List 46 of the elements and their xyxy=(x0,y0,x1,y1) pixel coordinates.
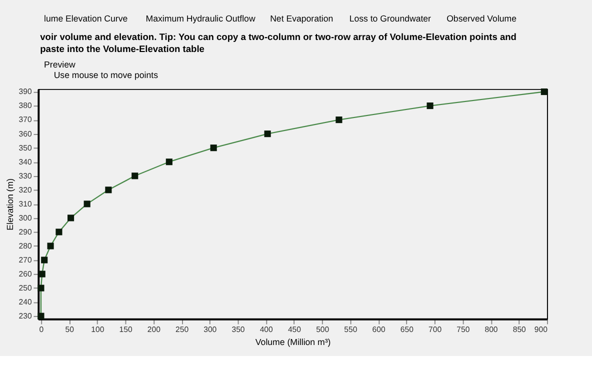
text: lume Elevation Curve xyxy=(44,13,128,24)
x-tick-label: 200 xyxy=(147,325,162,334)
x-tick-label: 650 xyxy=(400,325,414,334)
y-tick-label: 240 xyxy=(18,298,32,307)
text: Loss to Groundwater xyxy=(349,13,432,24)
x-tick-label: 750 xyxy=(456,325,470,334)
x-tick-label: 0 xyxy=(39,325,44,334)
x-tick-label: 100 xyxy=(91,325,105,334)
x-tick-label: 800 xyxy=(484,325,498,334)
x-tick-label: 250 xyxy=(176,325,190,334)
x-tick-label: 850 xyxy=(512,325,527,334)
y-tick-label: 330 xyxy=(18,171,32,180)
y-tick-label: 280 xyxy=(18,241,32,250)
x-tick-label: 350 xyxy=(232,325,246,334)
y-tick-label: 250 xyxy=(18,284,32,293)
x-tick-label: 500 xyxy=(316,325,330,334)
y-tick-label: 320 xyxy=(18,185,32,194)
x-tick-label: 900 xyxy=(534,325,548,334)
x-tick-label: 400 xyxy=(260,325,274,334)
y-tick-label: 260 xyxy=(18,269,32,278)
text: Net Evaporation xyxy=(270,13,334,24)
y-tick-label: 290 xyxy=(18,227,32,236)
x-tick-label: 50 xyxy=(65,325,75,334)
y-tick-label: 380 xyxy=(18,101,32,110)
y-tick-label: 370 xyxy=(18,115,32,124)
y-axis-title: Elevation (m) xyxy=(4,178,15,230)
y-tick-label: 350 xyxy=(18,143,32,152)
text: Use mouse to move points xyxy=(54,70,159,80)
y-tick-label: 340 xyxy=(18,157,32,166)
x-tick-label: 700 xyxy=(428,325,442,334)
chart-title: voir volume and elevation. Tip: You can copy a two-column or two-row array of Volume-Elevation points and paste into the Volume-Elevation table xyxy=(40,32,517,54)
x-tick-label: 550 xyxy=(344,325,358,334)
text: Preview xyxy=(44,59,76,70)
y-tick-label: 390 xyxy=(18,87,32,96)
x-tick-label: 450 xyxy=(288,325,302,334)
x-tick-label: 150 xyxy=(119,325,133,334)
x-tick-label: 600 xyxy=(372,325,386,334)
y-tick-label: 300 xyxy=(18,213,32,222)
y-tick-label: 360 xyxy=(18,129,32,138)
y-tick-label: 270 xyxy=(18,255,32,264)
text: Observed Volume xyxy=(446,13,517,24)
x-tick-label: 300 xyxy=(204,325,218,334)
y-tick-label: 310 xyxy=(18,199,32,208)
y-tick-label: 230 xyxy=(18,312,32,321)
x-axis-title: Volume (Million m³) xyxy=(255,336,331,347)
text: Maximum Hydraulic Outflow xyxy=(146,13,256,24)
